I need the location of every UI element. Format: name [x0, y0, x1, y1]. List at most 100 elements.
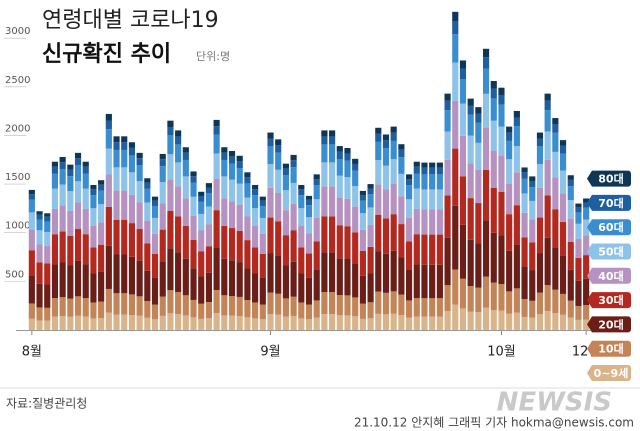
bar-segment [213, 134, 220, 154]
bar-segment [259, 253, 266, 278]
bar-segment [459, 103, 467, 136]
bar-segment [67, 210, 74, 236]
bar-segment [159, 203, 166, 230]
bar-segment [413, 161, 420, 167]
bar-segment [359, 200, 366, 214]
bar-segment [344, 160, 351, 178]
bar-segment [506, 159, 513, 184]
bar-segment [267, 187, 274, 218]
bar-segment [290, 154, 297, 161]
bar-segment [359, 275, 366, 304]
bar-segment [44, 320, 51, 330]
bar-segment [175, 216, 182, 253]
bar-segment [98, 204, 105, 223]
bar-segment [67, 169, 74, 177]
bar-segment [113, 314, 120, 330]
bar-segment [382, 218, 390, 254]
bar-segment [198, 318, 205, 330]
bar-segment [552, 289, 559, 314]
bar-segment [182, 198, 189, 226]
bar-segment [159, 153, 166, 160]
bar-segment [529, 317, 536, 330]
bar-segment [90, 189, 97, 196]
bar-segment [382, 148, 390, 166]
bar-segment [128, 172, 136, 195]
bar-segment [367, 302, 374, 319]
bar-segment [36, 283, 43, 308]
bar-segment [113, 190, 120, 220]
bar-segment [429, 316, 436, 330]
bar-segment [105, 148, 112, 175]
bar-segment [521, 212, 528, 238]
bar-segment [144, 220, 151, 244]
bar-segment [459, 224, 467, 279]
bar-segment [213, 178, 220, 211]
bar-segment [536, 132, 544, 139]
bar-segment [544, 311, 551, 330]
bar-segment [44, 213, 51, 217]
bar-segment [236, 168, 243, 184]
bar-segment [344, 295, 351, 316]
bar-segment [290, 160, 297, 168]
bar-segment [452, 21, 459, 35]
bar-segment [105, 129, 112, 149]
bar-segment [536, 217, 544, 254]
bar-segment [113, 293, 120, 315]
bar-segment [429, 167, 436, 175]
bar-segment [575, 212, 582, 224]
bar-segment [467, 114, 474, 136]
bar-segment [529, 300, 536, 318]
bar-segment [98, 222, 105, 245]
bar-segment [413, 188, 420, 209]
bar-segment [267, 314, 274, 330]
bar-segment [544, 131, 551, 160]
y-tick-label: 500 [5, 269, 24, 280]
bar-segment [390, 159, 397, 184]
bar-segment [282, 190, 289, 211]
bar-segment [559, 293, 567, 315]
bar-segment [144, 243, 151, 271]
bar-segment [421, 298, 428, 317]
bar-segment [490, 98, 497, 121]
bar-segment [182, 152, 189, 160]
bar-segment [144, 301, 151, 318]
bar-segment [482, 127, 490, 170]
bar-segment [575, 203, 582, 208]
bar-segment [467, 198, 474, 240]
bar-segment [421, 234, 428, 265]
bar-segment [236, 262, 243, 297]
bar-segment [105, 288, 112, 313]
bar-segment [506, 132, 513, 141]
bar-segment [205, 193, 212, 207]
bar-segment [459, 60, 467, 69]
bar-segment [298, 225, 305, 248]
bar-segment [175, 144, 182, 163]
bar-segment [182, 176, 189, 199]
bar-segment [313, 269, 320, 301]
bar-segment [190, 171, 197, 177]
bar-segment [375, 184, 382, 215]
bar-segment [375, 251, 382, 292]
bar-segment [475, 312, 482, 330]
bar-segment [275, 152, 282, 170]
bar-segment [267, 138, 274, 147]
bar-segment [282, 265, 289, 299]
bar-segment [352, 316, 359, 330]
bar-segment [436, 298, 443, 317]
bar-segment [244, 317, 251, 330]
bar-segment [144, 188, 151, 203]
bar-segment [475, 142, 482, 170]
bar-segment [536, 314, 544, 330]
bar-segment [90, 302, 97, 319]
bar-segment [583, 255, 590, 279]
bar-segment [406, 317, 413, 330]
bar-segment [506, 126, 513, 133]
bar-segment [182, 258, 189, 296]
bar-segment [313, 174, 320, 180]
bar-segment [51, 188, 59, 209]
bar-segment [475, 169, 482, 204]
chart-subtitle: 신규확진 추이 [42, 42, 171, 67]
bar-segment [182, 225, 189, 259]
bar-segment [128, 315, 136, 330]
bar-segment [352, 170, 359, 187]
